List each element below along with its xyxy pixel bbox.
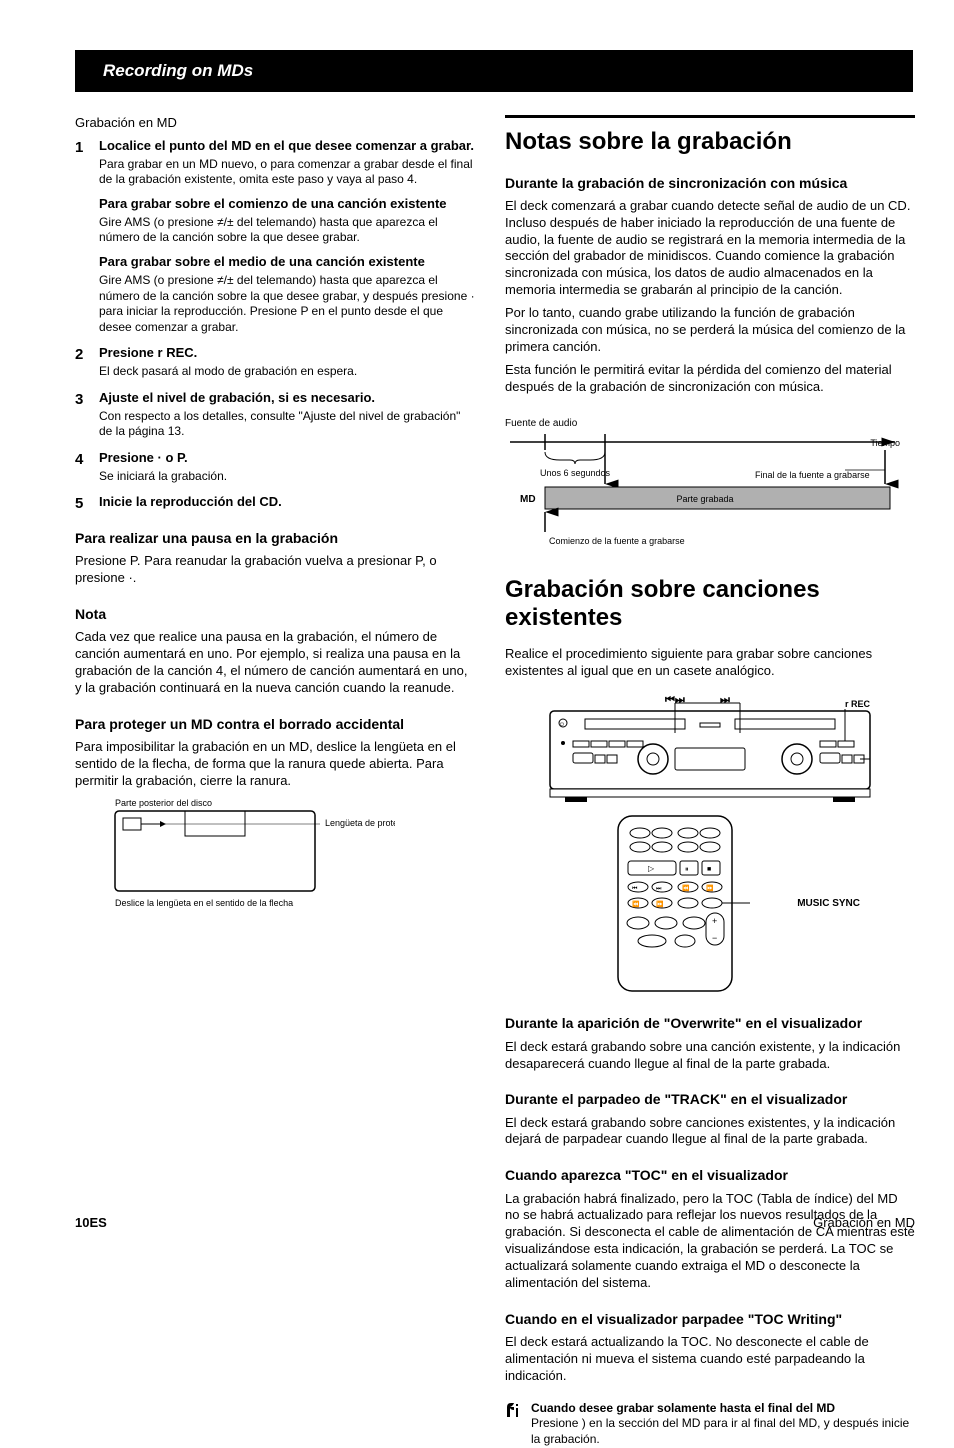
over-body-d: El deck estará actualizando la TOC. No d… [505, 1334, 915, 1385]
pause-note-body: Cada vez que realice una pausa en la gra… [75, 629, 475, 697]
banner-title: Recording on MDs [103, 60, 253, 82]
tip-box: Cuando desee grabar solamente hasta el f… [505, 1401, 915, 1448]
pause-note-head: Nota [75, 605, 475, 623]
tip-content: Cuando desee grabar solamente hasta el f… [531, 1401, 915, 1448]
sub1a-head: Para grabar sobre el comienzo de una can… [99, 196, 475, 213]
step4-head: Presione · o P. [99, 450, 475, 467]
svg-text:⏩: ⏩ [706, 884, 714, 892]
over-head-c: Cuando aparezca "TOC" en el visualizador [505, 1166, 915, 1184]
left-column: Grabación en MD Localice el punto del MD… [75, 115, 475, 921]
step-2: Presione r REC. El deck pasará al modo d… [75, 345, 475, 379]
h3-prepost: Esta función le permitirá evitar la pérd… [505, 362, 915, 396]
tip-icon [505, 1401, 523, 1448]
protect-body: Para imposibilitar la grabación en un MD… [75, 739, 475, 790]
device-label-left: ⏮⏭ [665, 693, 685, 707]
right-column: Notas sobre la grabación Durante la grab… [505, 115, 915, 1448]
step-1: Localice el punto del MD en el que desee… [75, 138, 475, 335]
diag-recpart: Parte grabada [676, 494, 733, 504]
step-5: Inicie la reproducción del CD. [75, 494, 475, 511]
diag-audio-label: Fuente de audio [505, 418, 578, 429]
svg-text:■: ■ [707, 866, 711, 873]
step4-body: Se iniciará la grabación. [99, 469, 475, 485]
remote-block: ▷ ⏸ ■ ⏮ ⏭ ⏪ ⏩ ⏪ ⏩ + − MUSI [580, 811, 840, 996]
timemachine-body: El deck comenzará a grabar cuando detect… [505, 198, 915, 299]
svg-text:−: − [712, 933, 717, 943]
protect-head: Para proteger un MD contra el borrado ac… [75, 715, 475, 733]
timemachine-sub: Por lo tanto, cuando grabe utilizando la… [505, 305, 915, 356]
protect-label1: Parte posterior del disco [115, 798, 212, 808]
diag-delay: Unos 6 segundos [540, 468, 611, 478]
step1-head: Localice el punto del MD en el que desee… [99, 138, 475, 155]
step5-head: Inicie la reproducción del CD. [99, 494, 475, 511]
over-head-a: Durante la aparición de "Overwrite" en e… [505, 1014, 915, 1032]
protect-label3: Deslice la lengüeta en el sentido de la … [115, 898, 293, 908]
h1b: Grabación sobre canciones existentes [505, 576, 915, 631]
step-4: Presione · o P. Se iniciará la grabación… [75, 450, 475, 484]
remote-label: MUSIC SYNC [797, 897, 860, 910]
sub1b-body: Gire AMS (o presione ≠/± del telemando) … [99, 273, 475, 335]
diag-end: Final de la fuente a grabarse [755, 470, 870, 480]
protect-label2: Lengüeta de protección contra la grabaci… [325, 818, 395, 828]
right-intro: Realice el procedimiento siguiente para … [505, 646, 915, 680]
step-3: Ajuste el nivel de grabación, si es nece… [75, 390, 475, 440]
pause-body: Presione P. Para reanudar la grabación v… [75, 553, 475, 587]
svg-text:⏮: ⏮ [632, 886, 638, 892]
device-block: ⏮⏭ ⏭ ⏻ [505, 693, 915, 803]
tip-body: Presione ) en la sección del MD para ir … [531, 1416, 915, 1447]
over-body-a: El deck estará grabando sobre una canció… [505, 1039, 915, 1073]
svg-text:▷: ▷ [648, 864, 655, 873]
page-number: 10ES [75, 1215, 107, 1232]
sub1b-head: Para grabar sobre el medio de una canció… [99, 254, 475, 271]
step1-body: Para grabar en un MD nuevo, o para comen… [99, 157, 475, 188]
tip-head: Cuando desee grabar solamente hasta el f… [531, 1401, 915, 1417]
over-head-b: Durante el parpadeo de "TRACK" en el vis… [505, 1090, 915, 1108]
step3-body: Con respecto a los detalles, consulte "A… [99, 409, 475, 440]
right-section-head: Notas sobre la grabación [505, 115, 915, 156]
footer-chapter: Grabación en MD [813, 1215, 915, 1232]
over-body-b: El deck estará grabando sobre canciones … [505, 1115, 915, 1149]
sub1a-body: Gire AMS (o presione ≠/± del telemando) … [99, 215, 475, 246]
protect-diagram: Parte posterior del disco Lengüeta de pr… [75, 796, 395, 916]
device-label-right: ⏭ [720, 693, 730, 707]
over-head-d: Cuando en el visualizador parpadee "TOC … [505, 1310, 915, 1328]
diag-md: MD [520, 494, 536, 505]
page-banner: Recording on MDs [75, 50, 913, 92]
steps-list: Localice el punto del MD en el que desee… [75, 138, 475, 511]
svg-text:⏻: ⏻ [560, 722, 564, 728]
page-footer: 10ES Grabación en MD [75, 1215, 915, 1232]
over-body-c: La grabación habrá finalizado, pero la T… [505, 1191, 915, 1292]
h1a: Notas sobre la grabación [505, 128, 915, 156]
step3-head: Ajuste el nivel de grabación, si es nece… [99, 390, 475, 407]
timemachine-head: Durante la grabación de sincronización c… [505, 174, 915, 192]
svg-text:⏸: ⏸ [685, 866, 689, 873]
pause-head: Para realizar una pausa en la grabación [75, 529, 475, 547]
svg-text:⏭: ⏭ [656, 886, 662, 892]
diag-time: Tiempo [870, 438, 900, 448]
device-illustration: ⏻ r REC [545, 693, 875, 803]
svg-text:⏩: ⏩ [656, 900, 664, 908]
timing-diagram: Fuente de audio Tiempo Unos 6 segundos M… [505, 412, 905, 552]
diag-start: Comienzo de la fuente a grabarse [549, 536, 685, 546]
instructions-head: Grabación en MD [75, 115, 475, 132]
step2-body: El deck pasará al modo de grabación en e… [99, 364, 475, 380]
svg-text:⏪: ⏪ [632, 900, 640, 908]
svg-text:⏪: ⏪ [682, 884, 690, 892]
svg-text:+: + [712, 916, 717, 926]
remote-illustration: ▷ ⏸ ■ ⏮ ⏭ ⏪ ⏩ ⏪ ⏩ + − [600, 811, 750, 996]
step2-head: Presione r REC. [99, 345, 475, 362]
rec-callout: r REC [845, 699, 871, 709]
